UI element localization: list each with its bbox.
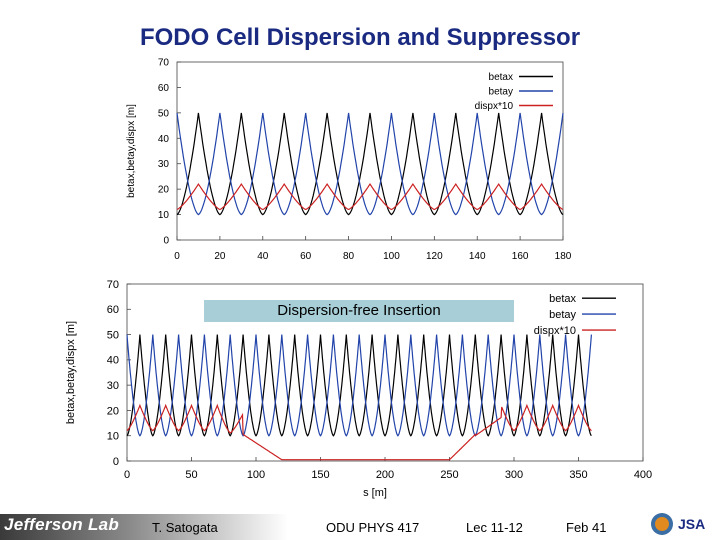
legend-label: betay [489, 87, 513, 98]
jefferson-lab-logo: Jefferson Lab [4, 515, 120, 534]
y-tick-label: 30 [158, 159, 170, 170]
x-tick-label: 200 [376, 469, 394, 481]
x-tick-label: 250 [440, 469, 458, 481]
insertion-annotation: Dispersion-free Insertion [204, 300, 514, 322]
legend-label: betax [489, 72, 513, 83]
y-tick-label: 10 [158, 210, 170, 221]
x-tick-label: 40 [257, 251, 269, 262]
footer-lecture: Lec 11-12 [466, 520, 523, 535]
x-tick-label: 180 [555, 251, 572, 262]
legend-label: dispx*10 [534, 325, 576, 337]
jsa-logo: JSA [651, 513, 705, 535]
y-tick-label: 10 [107, 431, 119, 443]
slide-title: FODO Cell Dispersion and Suppressor [139, 24, 581, 51]
legend-label: betax [549, 293, 576, 305]
x-tick-label: 0 [174, 251, 180, 262]
suppressor-chart: 0 50 100 150 200 250 300 350 400 0 10 20 30 40 50 60 70 b… [65, 279, 652, 499]
y-tick-label: 0 [163, 236, 169, 247]
y-tick-label: 50 [107, 329, 119, 341]
legend-label: dispx*10 [475, 101, 514, 112]
legend-label: betay [549, 309, 576, 321]
x-axis-label: s [m] [363, 487, 387, 499]
footer-background [0, 514, 720, 540]
y-tick-label: 0 [113, 456, 119, 468]
series-betay [176, 112, 564, 216]
y-tick-label: 20 [107, 405, 119, 417]
footer-author: T. Satogata [152, 520, 218, 535]
x-tick-label: 150 [311, 469, 329, 481]
y-tick-label: 40 [107, 355, 119, 367]
series-dispx [176, 183, 564, 211]
footer-date: Feb 41 [566, 520, 607, 535]
x-tick-label: 350 [569, 469, 587, 481]
x-tick-label: 120 [426, 251, 443, 262]
y-tick-label: 30 [107, 380, 119, 392]
x-tick-label: 0 [124, 469, 130, 481]
series-betax [126, 334, 592, 437]
x-tick-label: 100 [247, 469, 265, 481]
y-tick-label: 60 [107, 304, 119, 316]
footer-course: ODU PHYS 417 [326, 520, 420, 535]
x-tick-label: 50 [185, 469, 197, 481]
x-tick-label: 60 [300, 251, 312, 262]
x-tick-label: 400 [634, 469, 652, 481]
x-tick-label: 80 [343, 251, 355, 262]
jsa-badge-text: JSA [678, 516, 705, 532]
y-tick-label: 20 [158, 185, 170, 196]
x-tick-label: 20 [214, 251, 226, 262]
y-tick-label: 40 [158, 134, 170, 145]
x-tick-label: 300 [505, 469, 523, 481]
y-tick-label: 50 [158, 108, 170, 119]
series-betax [176, 112, 564, 216]
y-tick-label: 70 [107, 279, 119, 291]
series-dispx [126, 403, 592, 461]
x-tick-label: 160 [512, 251, 529, 262]
series-betay [126, 334, 592, 437]
plot-frame [176, 61, 564, 241]
y-tick-label: 70 [158, 58, 170, 69]
x-tick-label: 100 [383, 251, 400, 262]
y-tick-label: 60 [158, 83, 170, 94]
y-axis-label: betax,betay,dispx [m] [65, 321, 77, 424]
footer-bar: Jefferson Lab T. Satogata ODU PHYS 417 L… [0, 514, 720, 540]
y-axis-label: betax,betay,dispx [m] [126, 104, 137, 198]
x-tick-label: 140 [469, 251, 486, 262]
fodo-cell-chart: 0 20 40 60 80 100 120 140 160 180 0 10 20 30 40 50 60 70 b… [126, 58, 572, 263]
